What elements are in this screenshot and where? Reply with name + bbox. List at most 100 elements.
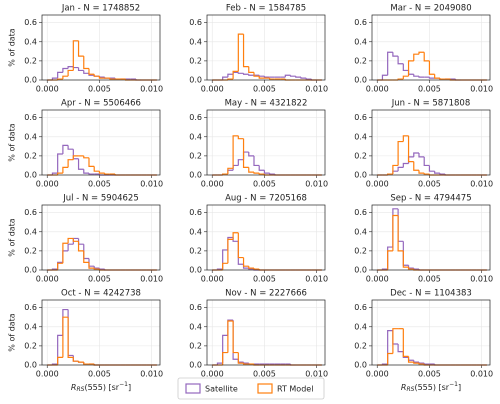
histogram-step bbox=[423, 173, 430, 175]
histogram-step bbox=[418, 51, 425, 55]
histogram-step bbox=[98, 171, 105, 174]
x-tick-label: 0.005 bbox=[88, 85, 111, 94]
histogram-step bbox=[248, 74, 254, 76]
legend-frame bbox=[177, 377, 325, 400]
x-tick-label: 0.010 bbox=[140, 180, 163, 189]
histogram-step bbox=[232, 320, 239, 360]
x-tick-label: 0.010 bbox=[140, 370, 163, 379]
histogram-step bbox=[253, 172, 260, 174]
histogram-series bbox=[377, 51, 487, 81]
histogram-step bbox=[258, 173, 265, 175]
x-label-sub: RS bbox=[406, 386, 414, 393]
x-label-part: R bbox=[401, 383, 407, 392]
histogram-step bbox=[57, 153, 63, 174]
x-label-sub: RS bbox=[76, 386, 84, 393]
histogram-step bbox=[300, 77, 307, 79]
histogram-step bbox=[232, 71, 239, 75]
y-tick-label: 0.6 bbox=[24, 18, 37, 27]
subplot-title: Jul - N = 5904625 bbox=[62, 194, 138, 204]
y-tick-label: 0.6 bbox=[189, 208, 202, 217]
histogram-series bbox=[212, 33, 322, 81]
histogram-step bbox=[237, 352, 244, 364]
histogram-step bbox=[407, 357, 414, 361]
histogram-step bbox=[57, 334, 63, 365]
y-tick-label: 0.2 bbox=[354, 246, 367, 255]
histogram-step bbox=[392, 214, 399, 251]
y-tick-label: 0.6 bbox=[354, 208, 367, 217]
histogram-series bbox=[212, 151, 322, 176]
x-tick-label: 0.000 bbox=[36, 275, 59, 284]
subplot-title: Sep - N = 4794475 bbox=[390, 194, 471, 204]
histogram-step bbox=[392, 208, 399, 248]
y-tick-label: 0.4 bbox=[24, 37, 37, 46]
histogram-step bbox=[242, 73, 249, 75]
histogram-step bbox=[93, 266, 100, 269]
x-tick-label: 0.010 bbox=[140, 275, 163, 284]
x-tick-label: 0.005 bbox=[418, 180, 441, 189]
axes-frame bbox=[206, 299, 326, 366]
subplot-title: Apr - N = 5506466 bbox=[61, 99, 141, 109]
histogram-step bbox=[402, 63, 409, 72]
x-label-sup: −1 bbox=[449, 381, 458, 388]
histogram-step bbox=[407, 265, 414, 269]
histogram-step bbox=[402, 135, 409, 142]
histogram-step bbox=[62, 316, 69, 358]
histogram-step bbox=[77, 158, 84, 170]
histogram-series bbox=[377, 214, 487, 271]
histogram-step bbox=[413, 268, 419, 270]
histogram-step bbox=[413, 362, 419, 364]
histogram-step bbox=[392, 164, 399, 175]
histogram-step bbox=[397, 140, 404, 166]
y-tick-label: 0.6 bbox=[24, 208, 37, 217]
histogram-step bbox=[407, 135, 414, 163]
y-tick-label: 0.2 bbox=[189, 341, 202, 350]
histogram-step bbox=[387, 250, 393, 270]
histogram-step bbox=[263, 170, 270, 174]
histogram-step bbox=[248, 266, 254, 269]
histogram-series bbox=[212, 236, 322, 271]
legend-swatch bbox=[257, 383, 273, 394]
histogram-step bbox=[67, 66, 74, 69]
y-axis-label: % of data bbox=[8, 28, 17, 67]
y-tick-label: 0.0 bbox=[24, 171, 37, 180]
histogram-step bbox=[222, 334, 228, 364]
histogram-step bbox=[407, 267, 414, 270]
histogram-step bbox=[88, 262, 95, 269]
y-tick-label: 0.4 bbox=[189, 322, 202, 331]
axes-frame bbox=[41, 204, 161, 271]
histogram-step bbox=[392, 328, 399, 354]
y-tick-label: 0.2 bbox=[354, 56, 367, 65]
axes-frame bbox=[206, 109, 326, 176]
x-tick-label: 0.005 bbox=[418, 85, 441, 94]
histogram-step bbox=[392, 170, 399, 175]
histogram-step bbox=[67, 145, 74, 150]
x-tick-label: 0.005 bbox=[88, 275, 111, 284]
histogram-step bbox=[88, 258, 95, 267]
x-label-part: ] bbox=[128, 383, 131, 392]
histogram-step bbox=[428, 165, 435, 172]
axes-frame bbox=[41, 299, 161, 366]
histogram-step bbox=[387, 329, 393, 365]
x-tick-label: 0.000 bbox=[366, 275, 389, 284]
histogram-step bbox=[222, 76, 228, 80]
histogram-step bbox=[67, 237, 74, 244]
histogram-step bbox=[62, 75, 69, 80]
histogram-step bbox=[237, 72, 244, 74]
y-tick-label: 0.6 bbox=[189, 303, 202, 312]
x-tick-label: 0.005 bbox=[418, 275, 441, 284]
x-axis-label: RRS(555) [sr−1] bbox=[71, 381, 131, 393]
histogram-step bbox=[434, 74, 440, 79]
histogram-step bbox=[77, 67, 84, 72]
histogram-step bbox=[222, 249, 228, 270]
x-tick-label: 0.000 bbox=[201, 370, 224, 379]
histogram-series bbox=[377, 152, 487, 176]
subplot-title: Nov - N = 2227666 bbox=[225, 289, 307, 299]
histogram-step bbox=[402, 241, 409, 266]
histogram-step bbox=[83, 70, 89, 74]
x-tick-label: 0.000 bbox=[201, 180, 224, 189]
histogram-series bbox=[47, 155, 157, 176]
subplot-title: Feb - N = 1584785 bbox=[226, 4, 306, 14]
histogram-series bbox=[47, 237, 157, 271]
x-tick-label: 0.005 bbox=[253, 85, 276, 94]
histogram-step bbox=[51, 77, 58, 80]
